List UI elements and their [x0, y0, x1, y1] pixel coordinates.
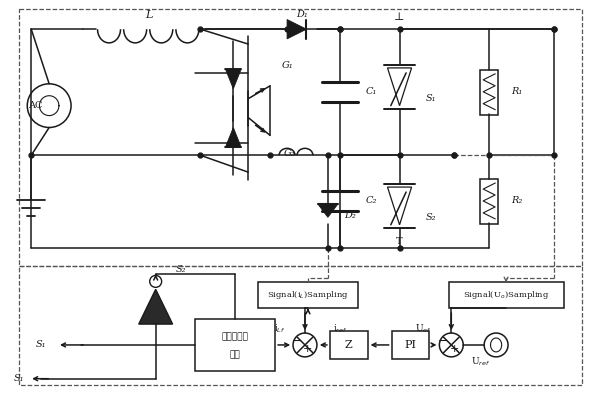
Text: S₂: S₂ [426, 213, 437, 222]
Text: U$_{ref}$: U$_{ref}$ [471, 356, 491, 368]
Text: PI: PI [405, 340, 416, 350]
Polygon shape [225, 127, 241, 147]
Text: S₁: S₁ [426, 94, 437, 103]
Text: U$_{of}$: U$_{of}$ [415, 323, 431, 335]
Text: Signal(U$_o$)Sampling: Signal(U$_o$)Sampling [463, 289, 549, 301]
Text: 模糊单周期: 模糊单周期 [222, 333, 249, 342]
Text: S₂: S₂ [175, 265, 186, 274]
Text: R₂: R₂ [511, 196, 523, 206]
Text: G₁: G₁ [283, 61, 294, 70]
Text: +: + [450, 343, 459, 354]
Text: L: L [145, 10, 152, 20]
Text: T: T [396, 237, 403, 246]
Text: S₁: S₁ [36, 340, 47, 349]
Polygon shape [318, 204, 338, 217]
Text: C₂: C₂ [366, 196, 378, 206]
Text: R₁: R₁ [511, 87, 523, 96]
Bar [19, 266, 582, 385]
Text: Signal(i$_L$)Sampling: Signal(i$_L$)Sampling [267, 289, 348, 301]
Text: 控制: 控制 [230, 351, 241, 360]
Text: D₁: D₁ [296, 10, 308, 19]
Bar [480, 70, 498, 115]
Text: +: + [303, 343, 313, 354]
Polygon shape [139, 289, 172, 324]
Text: i$_{Lf}$: i$_{Lf}$ [273, 323, 285, 335]
Text: AC: AC [28, 101, 42, 110]
Text: i$_{ref}$: i$_{ref}$ [333, 323, 347, 335]
Text: −: − [438, 336, 448, 349]
Bar [195, 319, 275, 371]
Bar [450, 283, 564, 308]
Text: C₁: C₁ [366, 87, 378, 96]
Text: D₂: D₂ [344, 211, 356, 220]
Text: −: − [292, 336, 302, 349]
Text: G₂: G₂ [284, 149, 296, 158]
Bar [330, 331, 368, 359]
Bar [391, 331, 430, 359]
Bar [258, 283, 358, 308]
Bar [480, 179, 498, 224]
Text: ⊥: ⊥ [394, 12, 405, 22]
Polygon shape [287, 20, 307, 39]
Text: Z: Z [345, 340, 353, 350]
Polygon shape [225, 69, 241, 89]
Bar [19, 9, 582, 266]
Text: S₁: S₁ [14, 374, 25, 383]
